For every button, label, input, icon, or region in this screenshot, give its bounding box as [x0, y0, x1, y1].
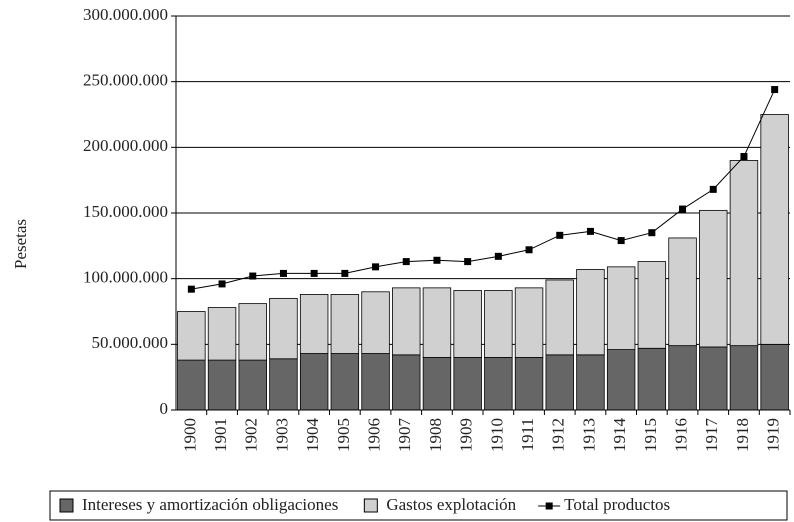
- x-tick-label: 1905: [334, 418, 353, 452]
- marker: [525, 246, 533, 254]
- x-tick-label: 1904: [303, 418, 322, 453]
- marker: [187, 285, 195, 293]
- x-tick-label: 1911: [518, 418, 537, 451]
- bar: [576, 269, 605, 356]
- bar: [269, 297, 298, 360]
- marker: [402, 258, 410, 266]
- bar: [299, 353, 329, 411]
- bar: [514, 357, 544, 411]
- bar: [238, 359, 267, 411]
- bar: [668, 345, 697, 411]
- bar: [361, 353, 390, 411]
- legend-label: Total productos: [564, 495, 670, 514]
- bar: [177, 359, 206, 411]
- marker: [372, 263, 380, 271]
- legend-box: [49, 490, 788, 521]
- x-tick-label: 1901: [211, 418, 230, 452]
- bar: [484, 290, 513, 358]
- bar: [637, 261, 667, 349]
- bar: [606, 349, 636, 411]
- x-tick-label: 1912: [549, 418, 568, 452]
- marker: [648, 229, 656, 237]
- bar: [207, 307, 237, 361]
- bar: [729, 160, 759, 347]
- x-tick-label: 1906: [364, 418, 383, 452]
- bar: [392, 354, 421, 411]
- x-tick-label: 1914: [610, 418, 629, 453]
- marker: [556, 231, 564, 239]
- bar: [361, 291, 390, 354]
- x-tick-label: 1902: [242, 418, 261, 452]
- legend-label: Gastos explotación: [386, 495, 516, 514]
- y-tick-label: 100.000.000: [83, 268, 168, 287]
- x-tick-label: 1910: [487, 418, 506, 452]
- bar: [637, 347, 667, 411]
- bar: [668, 237, 697, 347]
- x-tick-label: 1919: [764, 418, 783, 452]
- x-tick-label: 1907: [395, 418, 414, 453]
- legend-label: Intereses y amortización obligaciones: [82, 495, 338, 514]
- bar: [392, 287, 421, 356]
- legend-swatch: [363, 498, 378, 513]
- bar: [269, 358, 298, 411]
- marker: [740, 153, 748, 161]
- y-tick-label: 250.000.000: [83, 71, 168, 90]
- marker: [249, 272, 257, 280]
- marker: [586, 227, 594, 235]
- y-tick-label: 0: [160, 399, 169, 418]
- bar: [422, 357, 452, 411]
- bar: [760, 343, 789, 411]
- bar: [606, 266, 636, 350]
- legend-marker: [545, 502, 553, 510]
- marker: [679, 205, 687, 213]
- bar: [177, 311, 206, 361]
- x-tick-label: 1909: [457, 418, 476, 452]
- bar: [514, 287, 544, 358]
- bar: [330, 294, 360, 354]
- y-tick-label: 150.000.000: [83, 202, 168, 221]
- x-tick-label: 1900: [180, 418, 199, 452]
- x-tick-label: 1915: [641, 418, 660, 452]
- x-tick-label: 1903: [272, 418, 291, 452]
- bar: [484, 357, 513, 411]
- y-tick-label: 200.000.000: [83, 136, 168, 155]
- marker: [433, 256, 441, 264]
- bar: [760, 114, 789, 345]
- x-tick-label: 1908: [426, 418, 445, 452]
- marker: [310, 269, 318, 277]
- marker: [464, 258, 472, 266]
- bar: [699, 209, 728, 348]
- line: [191, 89, 776, 290]
- y-axis-label: Pesetas: [11, 219, 30, 269]
- y-tick-label: 50.000.000: [92, 333, 169, 352]
- bar: [453, 290, 482, 358]
- y-tick-label: 300.000.000: [83, 5, 168, 24]
- x-tick-label: 1918: [733, 418, 752, 452]
- x-tick-label: 1917: [702, 418, 721, 453]
- bar: [545, 354, 574, 411]
- bar: [238, 303, 267, 361]
- marker: [617, 237, 625, 245]
- bar: [453, 357, 482, 411]
- bar: [330, 353, 360, 411]
- bar: [576, 354, 605, 411]
- marker: [341, 269, 349, 277]
- marker: [494, 252, 502, 260]
- x-tick-label: 1913: [579, 418, 598, 452]
- legend-swatch: [59, 498, 74, 513]
- marker: [771, 86, 779, 94]
- marker: [279, 269, 287, 277]
- x-tick-label: 1916: [671, 418, 690, 452]
- bar: [729, 345, 759, 411]
- bar: [299, 294, 329, 354]
- marker: [218, 280, 226, 288]
- bar: [207, 359, 237, 411]
- bar: [699, 346, 728, 411]
- bar: [545, 279, 574, 356]
- bar: [422, 287, 452, 358]
- marker: [709, 185, 717, 193]
